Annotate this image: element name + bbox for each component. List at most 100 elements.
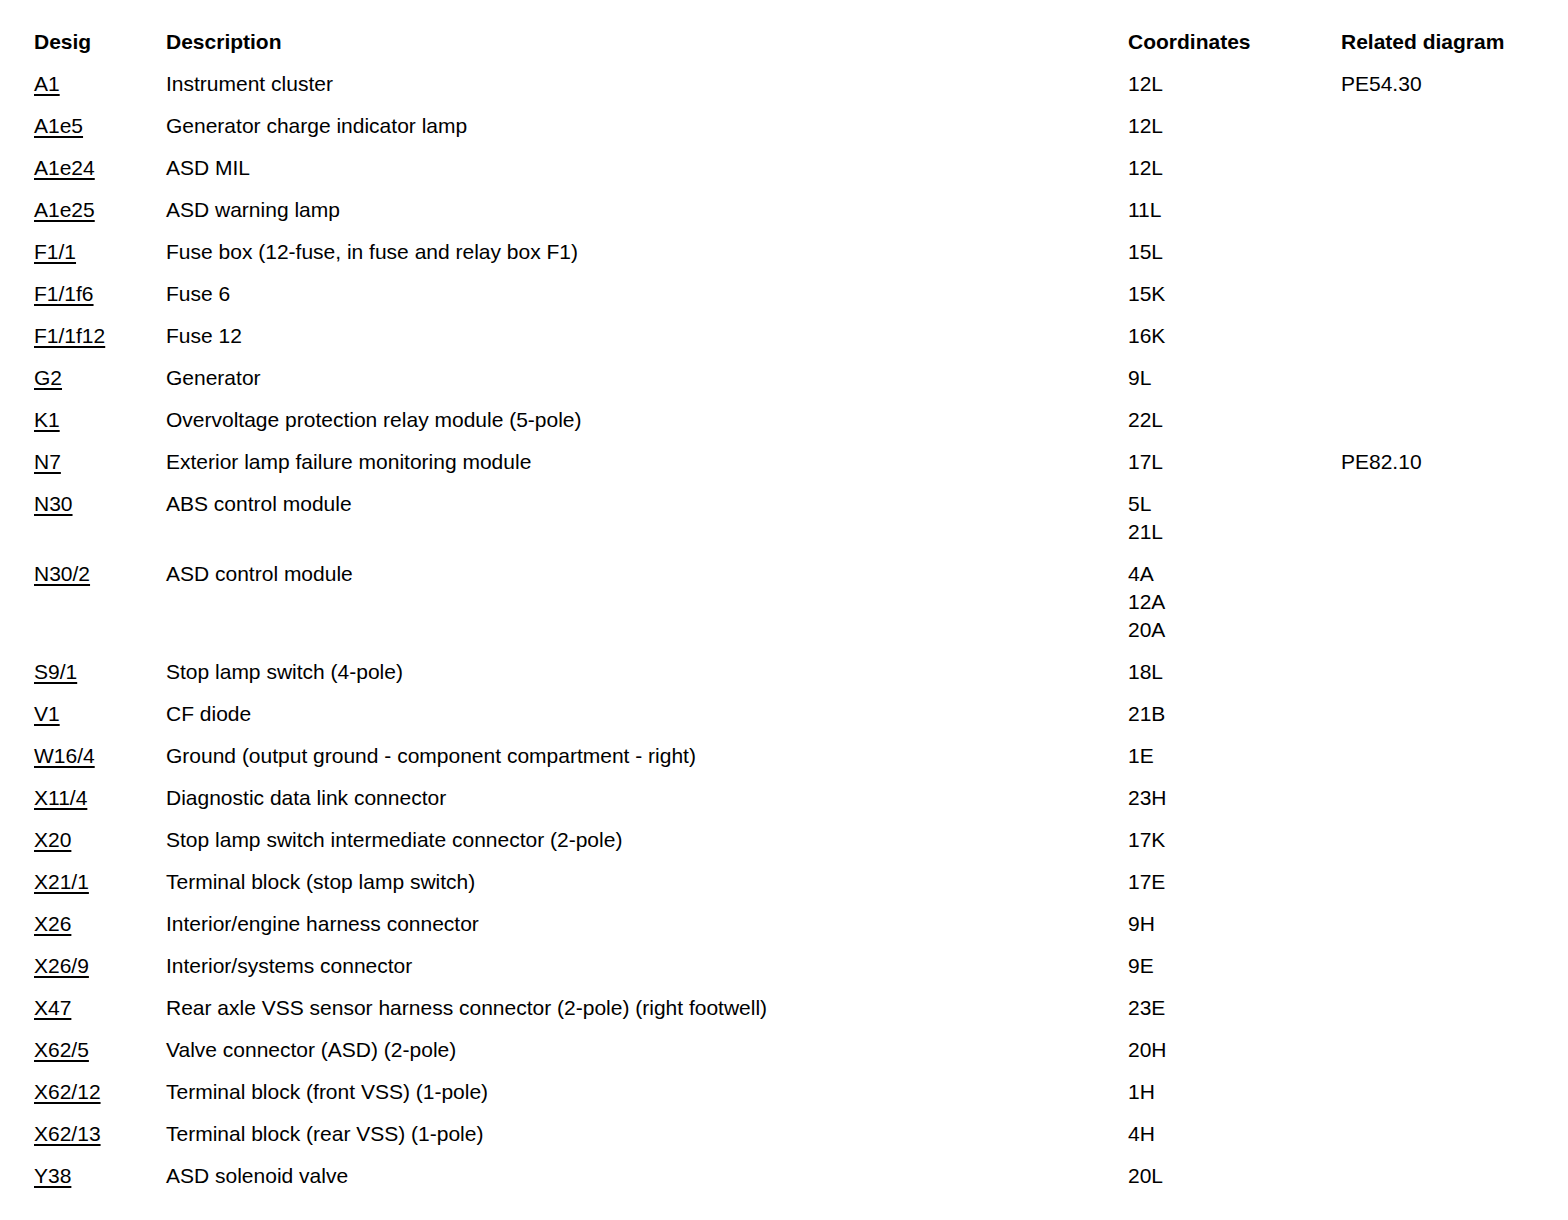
description-cell: ASD warning lamp: [166, 196, 1128, 224]
desig-link[interactable]: W16/4: [34, 744, 95, 767]
desig-link[interactable]: X20: [34, 828, 71, 851]
desig-link[interactable]: N7: [34, 450, 61, 473]
coordinates-cell: 9H: [1128, 910, 1341, 938]
desig-link[interactable]: X26/9: [34, 954, 89, 977]
desig-link[interactable]: X62/12: [34, 1080, 101, 1103]
coordinates-cell: 5L21L: [1128, 490, 1341, 546]
desig-link[interactable]: N30: [34, 492, 73, 515]
desig-cell: X62/12: [34, 1078, 166, 1106]
coordinate-value: 12L: [1128, 70, 1341, 98]
coordinate-value: 20L: [1128, 1162, 1341, 1190]
table-row: A1 Instrument cluster 12L PE54.30: [34, 70, 1548, 98]
table-row: X26 Interior/engine harness connector 9H: [34, 910, 1548, 938]
description-cell: Generator: [166, 364, 1128, 392]
coordinate-value: 21L: [1128, 518, 1341, 546]
coordinate-value: 4H: [1128, 1120, 1341, 1148]
desig-link[interactable]: A1: [34, 72, 60, 95]
desig-cell: X20: [34, 826, 166, 854]
desig-link[interactable]: A1e25: [34, 198, 95, 221]
related-diagram-cell: PE82.10: [1341, 448, 1548, 476]
desig-cell: A1e24: [34, 154, 166, 182]
table-row: A1e24 ASD MIL 12L: [34, 154, 1548, 182]
desig-link[interactable]: N30/2: [34, 562, 90, 585]
description-cell: Terminal block (stop lamp switch): [166, 868, 1128, 896]
description-cell: Fuse 6: [166, 280, 1128, 308]
coordinates-cell: 1H: [1128, 1078, 1341, 1106]
coordinate-value: 21B: [1128, 700, 1341, 728]
coordinate-value: 17K: [1128, 826, 1341, 854]
desig-cell: A1: [34, 70, 166, 98]
desig-link[interactable]: X62/5: [34, 1038, 89, 1061]
description-cell: ASD solenoid valve: [166, 1162, 1128, 1190]
desig-cell: F1/1f6: [34, 280, 166, 308]
table-row: F1/1f12 Fuse 12 16K: [34, 322, 1548, 350]
coordinate-value: 1H: [1128, 1078, 1341, 1106]
desig-link[interactable]: X21/1: [34, 870, 89, 893]
coordinates-cell: 17K: [1128, 826, 1341, 854]
header-description: Description: [166, 28, 1128, 56]
desig-link[interactable]: A1e5: [34, 114, 83, 137]
table-row: K1 Overvoltage protection relay module (…: [34, 406, 1548, 434]
desig-link[interactable]: X62/13: [34, 1122, 101, 1145]
coordinates-cell: 20H: [1128, 1036, 1341, 1064]
desig-cell: N7: [34, 448, 166, 476]
description-cell: ABS control module: [166, 490, 1128, 518]
desig-link[interactable]: G2: [34, 366, 62, 389]
desig-cell: A1e5: [34, 112, 166, 140]
coordinates-cell: 22L: [1128, 406, 1341, 434]
coordinate-value: 23H: [1128, 784, 1341, 812]
description-cell: Fuse box (12-fuse, in fuse and relay box…: [166, 238, 1128, 266]
desig-link[interactable]: F1/1: [34, 240, 76, 263]
description-cell: Terminal block (rear VSS) (1-pole): [166, 1120, 1128, 1148]
coordinates-cell: 12L: [1128, 154, 1341, 182]
description-cell: Exterior lamp failure monitoring module: [166, 448, 1128, 476]
coordinates-cell: 23E: [1128, 994, 1341, 1022]
coordinate-value: 18L: [1128, 658, 1341, 686]
coordinates-cell: 17E: [1128, 868, 1341, 896]
coordinate-value: 16K: [1128, 322, 1341, 350]
table-row: X26/9 Interior/systems connector 9E: [34, 952, 1548, 980]
coordinate-value: 12L: [1128, 112, 1341, 140]
description-cell: Interior/systems connector: [166, 952, 1128, 980]
coordinates-cell: 17L: [1128, 448, 1341, 476]
coordinates-cell: 4H: [1128, 1120, 1341, 1148]
table-row: X62/13 Terminal block (rear VSS) (1-pole…: [34, 1120, 1548, 1148]
desig-cell: X26: [34, 910, 166, 938]
table-row: F1/1f6 Fuse 6 15K: [34, 280, 1548, 308]
desig-link[interactable]: V1: [34, 702, 60, 725]
desig-cell: F1/1f12: [34, 322, 166, 350]
description-cell: CF diode: [166, 700, 1128, 728]
desig-link[interactable]: X47: [34, 996, 71, 1019]
coordinate-value: 15K: [1128, 280, 1341, 308]
coordinates-cell: 18L: [1128, 658, 1341, 686]
coordinate-value: 9E: [1128, 952, 1341, 980]
desig-link[interactable]: X11/4: [34, 786, 87, 809]
table-row: X62/5 Valve connector (ASD) (2-pole) 20H: [34, 1036, 1548, 1064]
desig-link[interactable]: X26: [34, 912, 71, 935]
header-related-diagram: Related diagram: [1341, 28, 1548, 56]
desig-link[interactable]: K1: [34, 408, 60, 431]
table-row: X20 Stop lamp switch intermediate connec…: [34, 826, 1548, 854]
desig-cell: F1/1: [34, 238, 166, 266]
desig-cell: K1: [34, 406, 166, 434]
desig-link[interactable]: A1e24: [34, 156, 95, 179]
coordinate-value: 9H: [1128, 910, 1341, 938]
coordinate-value: 23E: [1128, 994, 1341, 1022]
table-row: N7 Exterior lamp failure monitoring modu…: [34, 448, 1548, 476]
description-cell: Fuse 12: [166, 322, 1128, 350]
table-row: S9/1 Stop lamp switch (4-pole) 18L: [34, 658, 1548, 686]
coordinates-cell: 20L: [1128, 1162, 1341, 1190]
description-cell: Interior/engine harness connector: [166, 910, 1128, 938]
header-coordinates: Coordinates: [1128, 28, 1341, 56]
description-cell: Stop lamp switch (4-pole): [166, 658, 1128, 686]
desig-link[interactable]: S9/1: [34, 660, 77, 683]
table-row: X21/1 Terminal block (stop lamp switch) …: [34, 868, 1548, 896]
desig-link[interactable]: Y38: [34, 1164, 71, 1187]
desig-link[interactable]: F1/1f12: [34, 324, 105, 347]
coordinate-value: 12L: [1128, 154, 1341, 182]
description-cell: Terminal block (front VSS) (1-pole): [166, 1078, 1128, 1106]
table-row: Y38 ASD solenoid valve 20L: [34, 1162, 1548, 1190]
description-cell: Generator charge indicator lamp: [166, 112, 1128, 140]
desig-link[interactable]: F1/1f6: [34, 282, 94, 305]
desig-cell: X62/13: [34, 1120, 166, 1148]
